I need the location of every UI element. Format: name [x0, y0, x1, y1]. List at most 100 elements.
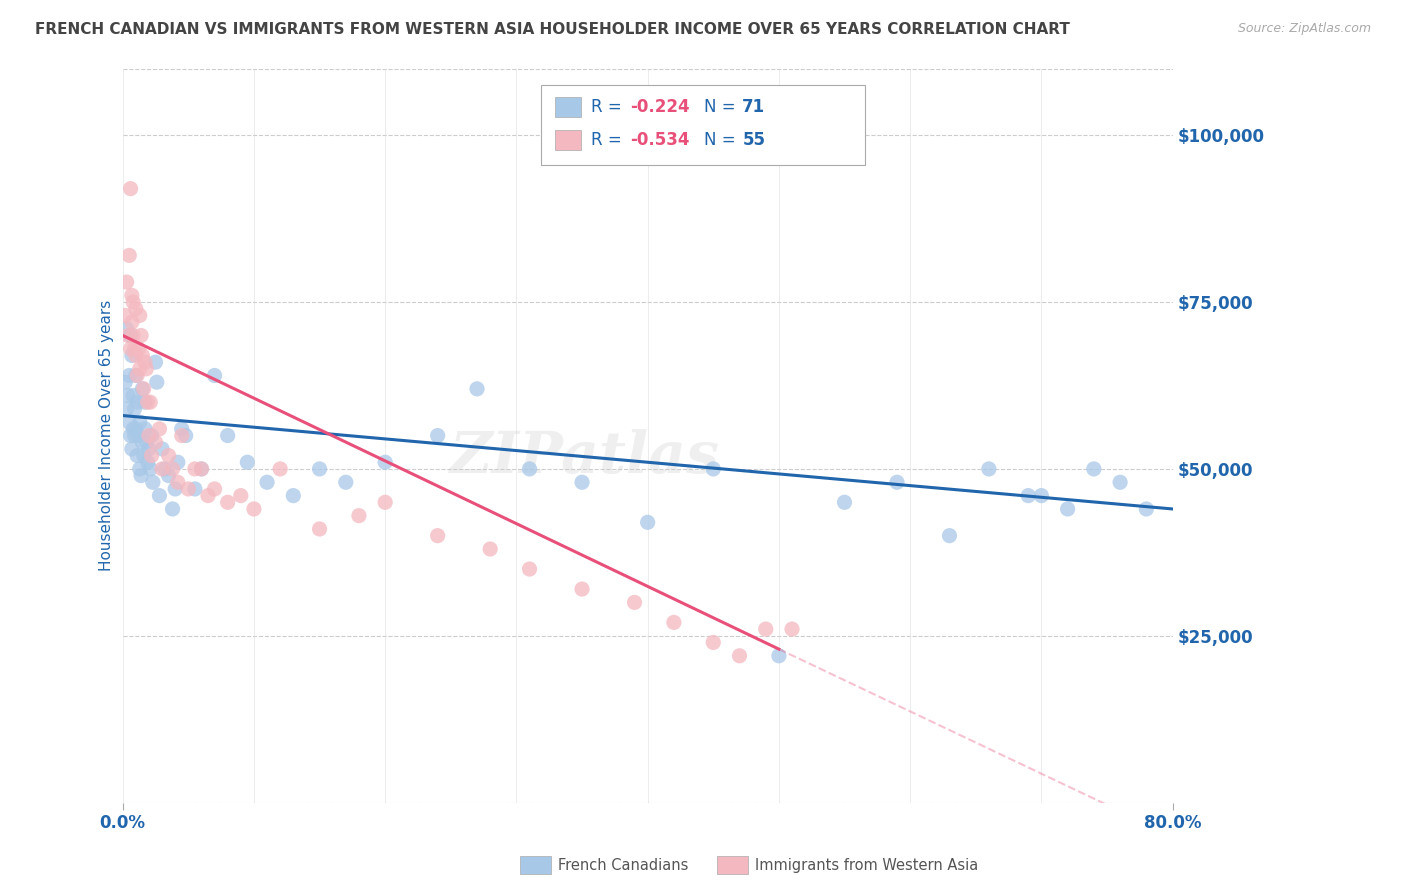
Point [702, 635, 724, 649]
Point [197, 489, 219, 503]
Point [374, 495, 396, 509]
Point [465, 382, 488, 396]
Point [141, 428, 163, 442]
Point [138, 428, 160, 442]
Point [170, 422, 193, 436]
Point [139, 462, 162, 476]
Point [768, 648, 790, 663]
Point [146, 375, 169, 389]
Point [150, 462, 173, 476]
Text: 55: 55 [742, 131, 765, 149]
Point [1083, 462, 1105, 476]
Point [184, 482, 207, 496]
Point [125, 301, 148, 316]
Point [150, 442, 173, 456]
Point [571, 475, 593, 490]
Point [145, 355, 167, 369]
Point [519, 562, 541, 576]
Point [124, 428, 146, 442]
Point [127, 395, 149, 409]
Point [128, 415, 150, 429]
Point [131, 349, 153, 363]
Point [134, 422, 156, 436]
Point [834, 495, 856, 509]
Point [131, 382, 153, 396]
Point [114, 309, 136, 323]
Point [128, 309, 150, 323]
Point [115, 322, 138, 336]
Point [138, 442, 160, 456]
Point [229, 489, 252, 503]
Point [120, 328, 142, 343]
Point [166, 455, 188, 469]
Point [117, 328, 139, 343]
Point [166, 475, 188, 490]
Point [128, 361, 150, 376]
Point [157, 449, 180, 463]
Point [141, 449, 163, 463]
Point [118, 248, 141, 262]
Text: R =: R = [591, 98, 627, 116]
Point [162, 502, 184, 516]
Point [1031, 489, 1053, 503]
Point [121, 315, 143, 329]
Point [135, 435, 157, 450]
Point [129, 468, 152, 483]
Point [148, 489, 170, 503]
Point [170, 428, 193, 442]
Point [165, 482, 187, 496]
Point [977, 462, 1000, 476]
Point [662, 615, 685, 630]
Point [1017, 489, 1039, 503]
Point [157, 468, 180, 483]
Point [122, 295, 145, 310]
Point [134, 355, 156, 369]
Point [938, 529, 960, 543]
Point [121, 442, 143, 456]
Point [269, 462, 291, 476]
Point [1135, 502, 1157, 516]
Text: R =: R = [591, 131, 627, 149]
Point [190, 462, 212, 476]
Point [142, 475, 165, 490]
Point [115, 275, 138, 289]
Point [117, 388, 139, 402]
Point [780, 622, 803, 636]
Point [129, 328, 152, 343]
Text: N =: N = [704, 98, 741, 116]
Point [623, 595, 645, 609]
Point [728, 648, 751, 663]
Point [127, 342, 149, 356]
Point [177, 482, 200, 496]
Text: N =: N = [704, 131, 741, 149]
Point [115, 401, 138, 416]
Text: -0.534: -0.534 [630, 131, 689, 149]
Point [335, 475, 357, 490]
Text: Source: ZipAtlas.com: Source: ZipAtlas.com [1237, 22, 1371, 36]
Point [125, 349, 148, 363]
Point [236, 455, 259, 469]
Point [256, 475, 278, 490]
Point [122, 422, 145, 436]
Text: Immigrants from Western Asia: Immigrants from Western Asia [755, 858, 979, 872]
Point [121, 288, 143, 302]
Point [426, 428, 449, 442]
Point [120, 342, 142, 356]
Point [124, 401, 146, 416]
Point [374, 455, 396, 469]
Point [519, 462, 541, 476]
Point [637, 516, 659, 530]
Point [1056, 502, 1078, 516]
Point [755, 622, 778, 636]
Point [114, 375, 136, 389]
Point [122, 328, 145, 343]
Text: French Canadians: French Canadians [558, 858, 689, 872]
Point [886, 475, 908, 490]
Point [136, 395, 159, 409]
Text: 71: 71 [742, 98, 765, 116]
Point [479, 541, 502, 556]
Point [204, 482, 226, 496]
Text: FRENCH CANADIAN VS IMMIGRANTS FROM WESTERN ASIA HOUSEHOLDER INCOME OVER 65 YEARS: FRENCH CANADIAN VS IMMIGRANTS FROM WESTE… [35, 22, 1070, 37]
Point [118, 368, 141, 383]
Point [135, 361, 157, 376]
